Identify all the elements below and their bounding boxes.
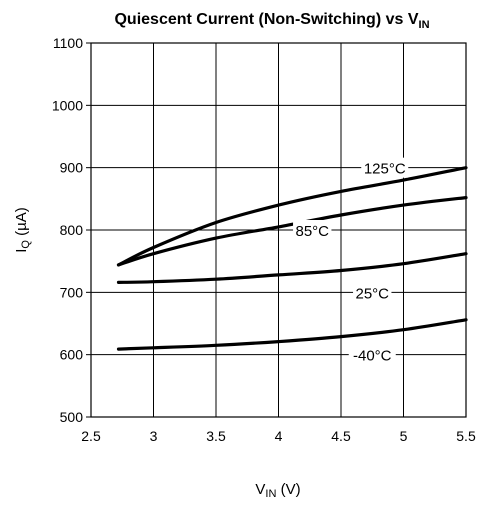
y-tick-label: 1000 xyxy=(52,97,83,113)
y-axis-ticks: 500 600 700 800 900 1000 1100 xyxy=(52,35,91,425)
series-line-2 xyxy=(116,252,468,284)
grid xyxy=(91,43,466,417)
series-annotation: -40°C xyxy=(353,348,392,365)
annotation-bg xyxy=(361,157,409,178)
x-tick-label: 5 xyxy=(400,428,408,444)
y-tick-label: 900 xyxy=(60,160,84,176)
y-tick-label: 500 xyxy=(60,409,84,425)
chart-title: Quiescent Current (Non-Switching) vs VIN xyxy=(114,11,429,31)
annotation-bg xyxy=(348,344,396,365)
x-tick-label: 3.5 xyxy=(206,428,226,444)
x-tick-label: 3 xyxy=(150,428,158,444)
y-axis-label: IQ (µA) xyxy=(13,207,32,253)
y-tick-label: 600 xyxy=(60,347,84,363)
series-group xyxy=(116,166,468,351)
series-annotation: 25°C xyxy=(355,285,389,302)
x-axis-ticks: 2.5 3 3.5 4 4.5 5 5.5 xyxy=(81,428,476,444)
x-tick-label: 5.5 xyxy=(456,428,476,444)
annotation-bg xyxy=(293,220,332,240)
series-line-1 xyxy=(116,196,468,267)
x-tick-label: 4 xyxy=(275,428,283,444)
series-annotation: 125°C xyxy=(364,161,406,178)
series-line-0 xyxy=(116,166,468,267)
y-tick-label: 700 xyxy=(60,284,84,300)
annotations: 125°C 85°C 25°C -40°C xyxy=(293,157,409,365)
series-line-3 xyxy=(116,318,468,351)
x-tick-label: 2.5 xyxy=(81,428,101,444)
y-tick-label: 1100 xyxy=(53,35,83,51)
x-tick-label: 4.5 xyxy=(331,428,351,444)
plot-frame xyxy=(90,42,467,418)
y-tick-label: 800 xyxy=(60,222,84,238)
x-axis-label: VIN (V) xyxy=(255,481,300,500)
annotation-bg xyxy=(353,282,392,303)
series-annotation: 85°C xyxy=(295,223,329,240)
